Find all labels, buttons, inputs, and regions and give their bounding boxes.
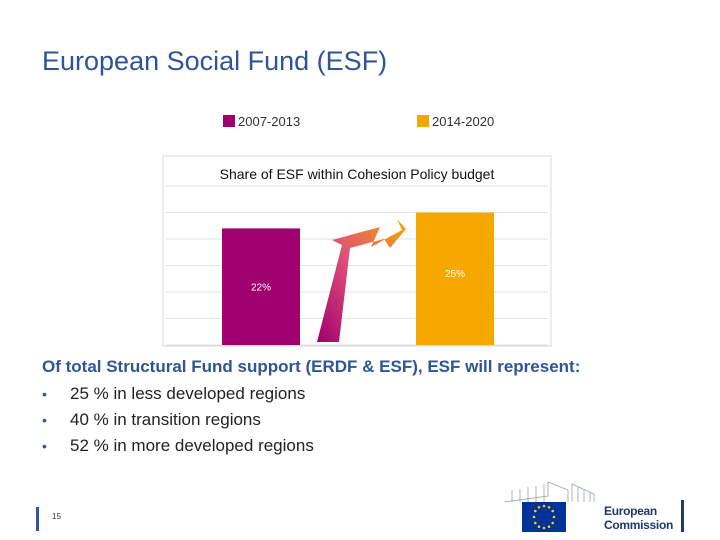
bullet-dot: • (42, 386, 47, 402)
logo-line-2: Commission (604, 518, 674, 532)
bar-2014-2020 (416, 212, 494, 345)
bullet-text: 25 % in less developed regions (70, 384, 306, 403)
page-number: 15 (52, 512, 61, 521)
legend-item-2014-2020: 2014-2020 (417, 113, 494, 129)
logo-line-1: European (604, 504, 657, 518)
bar-2007-2013 (222, 228, 300, 345)
legend-label: 2014-2020 (432, 113, 495, 129)
data-label-2007-2013: 22% (251, 283, 271, 294)
bullet-list: • 25 % in less developed regions • 40 % in… (42, 384, 314, 462)
bullet-text: 52 % in more developed regions (70, 436, 314, 455)
eu-building-icon (503, 481, 595, 532)
bullet-item: • 25 % in less developed regions (42, 384, 314, 410)
legend-swatch (223, 115, 235, 127)
legend-swatch (417, 115, 429, 127)
esf-share-chart: Share of ESF within Cohesion Policy budg… (162, 155, 552, 347)
footer-accent-bar (36, 507, 39, 531)
bullet-text: 40 % in transition regions (70, 410, 261, 429)
page-title: European Social Fund (ESF) (42, 46, 388, 76)
legend-item-2007-2013: 2007-2013 (223, 113, 300, 129)
intro-text: Of total Structural Fund support (ERDF &… (42, 357, 581, 376)
chart-frame (162, 155, 552, 347)
chart-title: Share of ESF within Cohesion Policy budg… (220, 166, 495, 182)
data-label-2014-2020: 25% (445, 269, 465, 280)
chart-svg: Share of ESF within Cohesion Policy budg… (162, 155, 552, 347)
bullet-dot: • (42, 412, 47, 428)
bullet-item: • 40 % in transition regions (42, 410, 314, 436)
bullet-dot: • (42, 438, 47, 454)
growth-arrow (317, 219, 406, 342)
logo-bar (681, 500, 684, 532)
legend-label: 2007-2013 (238, 113, 301, 129)
european-commission-logo: European Commission (498, 480, 688, 532)
bullet-item: • 52 % in more developed regions (42, 436, 314, 462)
logo-wordmark: European Commission (604, 504, 673, 532)
